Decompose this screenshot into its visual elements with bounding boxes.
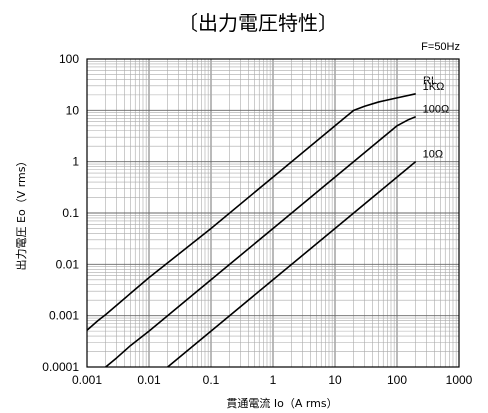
series-label-2: 100Ω bbox=[423, 104, 450, 116]
x-axis-label: 貫通電流 Io（A rms） bbox=[226, 396, 337, 410]
x-tick-label: 1 bbox=[270, 373, 277, 387]
x-tick-label: 0.1 bbox=[203, 373, 220, 387]
y-tick-labels: 0.0001 0.001 0.01 0.1 1 10 100 bbox=[42, 52, 79, 374]
y-tick-label: 0.001 bbox=[49, 309, 79, 323]
series-labels: 1KΩ 100Ω 10Ω bbox=[423, 81, 450, 161]
plot-grid bbox=[86, 59, 459, 368]
x-tick-label: 0.001 bbox=[72, 373, 102, 387]
x-tick-labels: 0.001 0.01 0.1 1 10 100 1000 bbox=[72, 373, 473, 387]
y-tick-label: 0.01 bbox=[56, 257, 80, 271]
y-axis-label: 出力電圧 Eo（V rms） bbox=[14, 156, 28, 271]
series-layer bbox=[86, 93, 417, 368]
x-tick-label: 100 bbox=[387, 373, 407, 387]
y-tick-label: 0.1 bbox=[62, 206, 79, 220]
plot-frame bbox=[86, 58, 460, 368]
series-line-2 bbox=[105, 116, 416, 368]
series-label-3: 10Ω bbox=[423, 149, 443, 161]
y-tick-label: 100 bbox=[59, 52, 79, 66]
x-tick-label: 10 bbox=[328, 373, 342, 387]
x-tick-label: 1000 bbox=[446, 373, 473, 387]
x-tick-label: 0.01 bbox=[137, 373, 161, 387]
y-tick-label: 0.0001 bbox=[42, 360, 79, 374]
series-label-1: 1KΩ bbox=[423, 81, 445, 93]
chart-title: 〔出力電圧特性〕 bbox=[178, 11, 338, 35]
y-tick-label: 10 bbox=[66, 103, 80, 117]
series-line-1 bbox=[86, 93, 416, 331]
y-tick-label: 1 bbox=[72, 155, 79, 169]
plot-border bbox=[86, 58, 460, 368]
frequency-note: F=50Hz bbox=[421, 41, 460, 53]
series-line-3 bbox=[167, 161, 417, 368]
